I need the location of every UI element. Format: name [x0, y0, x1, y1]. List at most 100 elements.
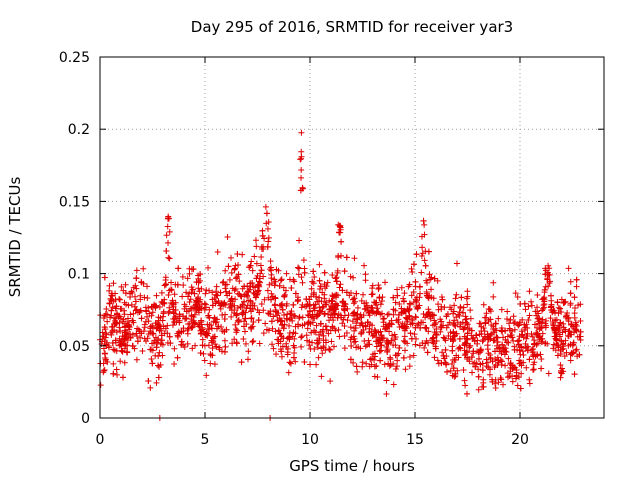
data-point — [169, 297, 176, 304]
data-point — [557, 305, 564, 312]
data-point — [341, 307, 348, 314]
data-point — [226, 276, 233, 283]
data-point — [430, 340, 437, 347]
data-point — [383, 377, 390, 384]
data-point — [435, 301, 442, 308]
data-point — [264, 287, 271, 294]
data-point — [534, 331, 541, 338]
data-point — [226, 290, 233, 297]
data-point — [571, 314, 578, 321]
data-point — [466, 326, 473, 333]
data-point — [186, 270, 193, 277]
data-point — [211, 361, 218, 368]
data-point — [486, 371, 493, 378]
data-point — [503, 348, 510, 355]
data-point — [455, 345, 462, 352]
data-point — [280, 312, 287, 319]
data-point — [419, 250, 426, 257]
data-point — [245, 297, 252, 304]
data-point — [149, 347, 156, 354]
data-point — [278, 348, 285, 355]
data-point — [321, 281, 328, 288]
data-point — [155, 335, 162, 342]
data-point — [186, 298, 193, 305]
data-point — [557, 319, 564, 326]
data-point — [250, 318, 257, 325]
data-point — [354, 311, 361, 318]
data-point — [265, 238, 272, 245]
x-tick-label: 0 — [96, 432, 105, 448]
data-point — [180, 282, 187, 289]
data-point — [179, 293, 186, 300]
data-point — [568, 349, 575, 356]
data-point — [468, 354, 475, 361]
data-point — [499, 341, 506, 348]
data-point — [206, 287, 213, 294]
data-point — [112, 319, 119, 326]
data-point — [323, 326, 330, 333]
data-point — [341, 303, 348, 310]
data-point — [232, 262, 239, 269]
data-point — [117, 341, 124, 348]
data-point — [265, 310, 272, 317]
data-point — [505, 355, 512, 362]
data-point — [460, 304, 467, 311]
data-point — [422, 324, 429, 331]
data-point — [301, 321, 308, 328]
data-point — [134, 338, 141, 345]
data-point — [341, 300, 348, 307]
data-point — [333, 291, 340, 298]
data-point — [174, 354, 181, 361]
data-point — [407, 330, 414, 337]
data-point — [475, 386, 482, 393]
data-point — [138, 315, 145, 322]
data-point — [439, 349, 446, 356]
data-point — [477, 346, 484, 353]
data-point — [184, 275, 191, 282]
data-point — [252, 237, 259, 244]
data-point — [395, 311, 402, 318]
data-point — [133, 275, 140, 282]
data-point — [149, 360, 156, 367]
data-point — [344, 305, 351, 312]
data-point — [228, 307, 235, 314]
data-point — [235, 318, 242, 325]
data-point — [129, 342, 136, 349]
data-point — [207, 351, 214, 358]
data-point — [165, 215, 172, 222]
data-point — [260, 273, 267, 280]
data-point — [165, 254, 172, 261]
data-point — [422, 262, 429, 269]
data-point — [393, 363, 400, 370]
data-point — [227, 302, 234, 309]
data-point — [464, 330, 471, 337]
data-point — [381, 361, 388, 368]
data-point — [137, 334, 144, 341]
data-point — [451, 321, 458, 328]
data-point — [528, 331, 535, 338]
data-point — [371, 326, 378, 333]
data-point — [442, 337, 449, 344]
data-point — [251, 290, 258, 297]
data-point — [189, 286, 196, 293]
data-point — [539, 330, 546, 337]
data-point — [554, 352, 561, 359]
data-point — [296, 315, 303, 322]
data-point — [567, 300, 574, 307]
data-point — [489, 378, 496, 385]
data-point — [490, 279, 497, 286]
data-point — [190, 319, 197, 326]
data-point — [568, 321, 575, 328]
data-point — [261, 235, 268, 242]
data-point — [231, 287, 238, 294]
data-point — [119, 374, 126, 381]
data-point — [290, 354, 297, 361]
data-point — [531, 321, 538, 328]
data-point — [400, 298, 407, 305]
data-point — [152, 320, 159, 327]
data-point — [243, 305, 250, 312]
data-point — [510, 320, 517, 327]
data-point — [554, 299, 561, 306]
